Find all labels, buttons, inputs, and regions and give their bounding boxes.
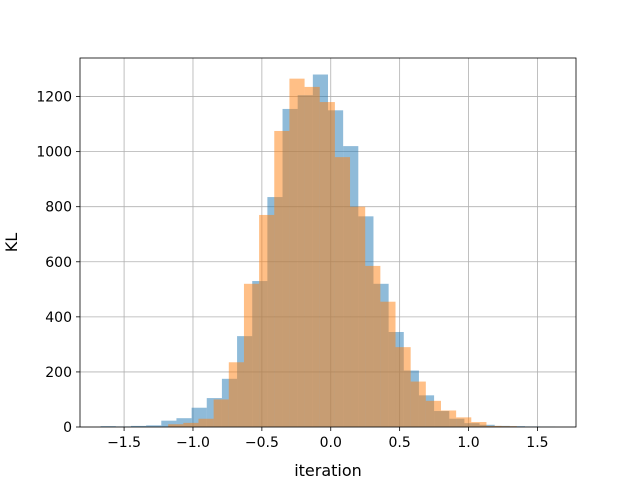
x-axis-label: iteration [294,461,362,480]
histogram-bar-series-2 [380,302,395,427]
histogram-bar-series-2 [305,87,320,427]
histogram-bar-series-2 [471,422,486,427]
histogram-bar-series-2 [229,362,244,427]
histogram-bar-series-2 [168,424,183,427]
histogram-bar-series-2 [350,207,365,427]
histogram-bar-series-2 [335,157,350,427]
y-axis-label: KL [2,233,21,252]
histogram-bar-series-2 [426,401,441,427]
histogram-bar-series-2 [289,79,304,427]
histogram-bar-series-2 [365,266,380,427]
y-tick-label: 400 [45,310,72,326]
y-tick-label: 200 [45,365,72,381]
histogram-bar-series-2 [456,417,471,427]
histogram-bar-series-2 [183,423,198,427]
histogram-bar-series-2 [441,410,456,427]
histogram-bar-series-2 [320,102,335,427]
y-tick-label: 1200 [36,90,72,106]
histogram-bar-series-2 [214,399,229,427]
y-tick-label: 800 [45,200,72,216]
x-tick-label: −0.5 [245,435,279,451]
x-tick-label: 0.0 [320,435,342,451]
x-tick-label: −1.5 [107,435,141,451]
histogram-bar-series-2 [198,419,213,427]
y-tick-label: 0 [63,420,72,436]
histogram-bar-series-2 [259,215,274,427]
y-tick-label: 1000 [36,145,72,161]
x-tick-label: 1.5 [526,435,548,451]
histogram-bar-series-2 [396,347,411,427]
y-tick-label: 600 [45,255,72,271]
x-tick-label: 1.0 [457,435,479,451]
x-tick-label: −1.0 [176,435,210,451]
histogram-bar-series-2 [244,284,259,427]
x-tick-label: 0.5 [389,435,411,451]
histogram-bar-series-2 [411,382,426,427]
histogram-bar-series-2 [274,131,289,427]
